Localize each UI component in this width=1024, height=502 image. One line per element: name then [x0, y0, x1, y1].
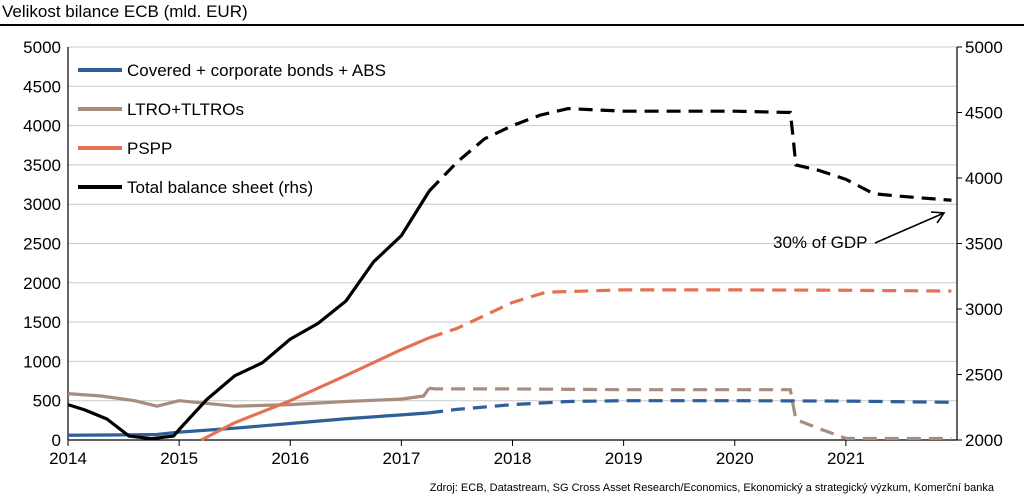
gdp-arrow-head: [930, 211, 946, 224]
legend-label: PSPP: [127, 139, 172, 158]
y-axis-right: 2000 2500 3000 3500 4000 4500 5000: [957, 38, 1003, 450]
y-tick-label-left: 4000: [23, 117, 61, 136]
y-tick-label-right: 3000: [965, 300, 1003, 319]
series-forecast-line-1: [428, 386, 952, 441]
series-lines: [67, 106, 952, 442]
series-forecast-line-3: [428, 106, 952, 202]
y-tick-label-left: 4500: [23, 77, 61, 96]
y-tick-label-right: 4000: [965, 169, 1003, 188]
x-tick-label: 2014: [49, 449, 87, 468]
x-tick-label: 2017: [382, 449, 420, 468]
x-tick-label: 2016: [271, 449, 309, 468]
y-tick-label-left: 3000: [23, 195, 61, 214]
x-tick-label: 2020: [716, 449, 754, 468]
x-tick-label: 2018: [494, 449, 532, 468]
y-tick-label-left: 2000: [23, 274, 61, 293]
series-line-0: [67, 411, 430, 437]
x-tick-label: 2021: [827, 449, 865, 468]
x-tick-label: 2015: [160, 449, 198, 468]
series-forecast-line-2: [428, 288, 952, 340]
annotation-group: 30% of GDP: [773, 211, 946, 252]
legend-label: Total balance sheet (rhs): [127, 178, 313, 197]
y-tick-label-left: 3500: [23, 156, 61, 175]
y-tick-label-left: 500: [33, 392, 61, 411]
y-tick-label-left: 0: [52, 431, 61, 450]
x-tick-label: 2019: [605, 449, 643, 468]
y-tick-label-right: 2000: [965, 431, 1003, 450]
gdp-arrow-line: [874, 212, 945, 244]
gdp-annotation: 30% of GDP: [773, 233, 868, 252]
grid-lines: [68, 46, 957, 402]
y-tick-label-left: 2500: [23, 235, 61, 254]
series-forecast-line-0: [428, 399, 952, 415]
y-tick-label-left: 1000: [23, 352, 61, 371]
series-line-1: [67, 387, 431, 408]
y-tick-label-left: 1500: [23, 313, 61, 332]
y-tick-label-right: 5000: [965, 38, 1003, 57]
y-tick-label-right: 2500: [965, 366, 1003, 385]
series-line-3: [67, 190, 431, 441]
y-tick-label-right: 3500: [965, 235, 1003, 254]
series-line-2: [200, 336, 430, 442]
legend: Covered + corporate bonds + ABS LTRO+TLTR…: [78, 61, 386, 197]
chart-title: Velikost bilance ECB (mld. EUR): [2, 2, 248, 21]
y-tick-label-left: 5000: [23, 38, 61, 57]
title-rule: [0, 24, 1024, 26]
y-tick-label-right: 4500: [965, 104, 1003, 123]
x-axis: 2014 2015 2016 2017 2018 2019 2020 2021: [49, 440, 865, 468]
legend-label: Covered + corporate bonds + ABS: [127, 61, 386, 80]
y-axis-left: 0 500 1000 1500 2000 2500 3000 3500 4000 4500 5000: [23, 38, 61, 450]
legend-label: LTRO+TLTROs: [127, 100, 244, 119]
source-note: Zdroj: ECB, Datastream, SG Cross Asset R…: [429, 482, 994, 494]
